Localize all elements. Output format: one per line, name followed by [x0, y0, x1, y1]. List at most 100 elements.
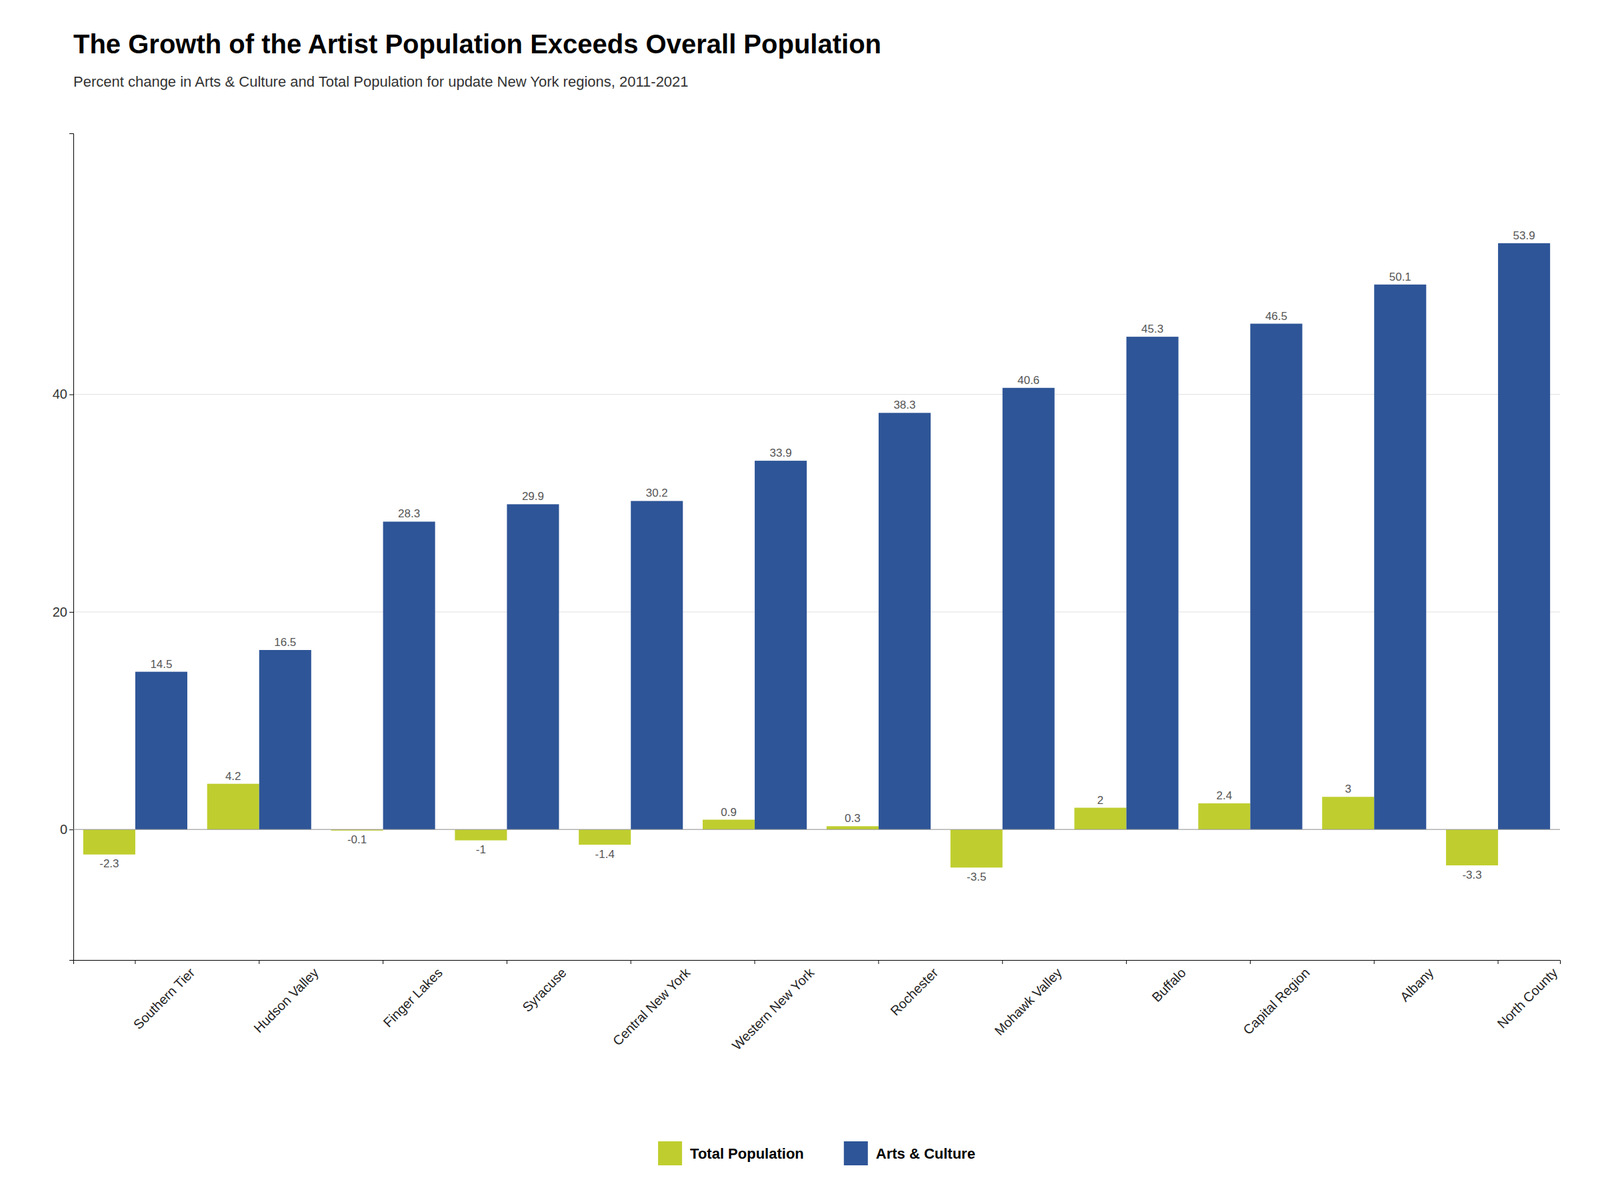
- bar: [135, 672, 188, 830]
- bar: [1446, 829, 1498, 866]
- y-axis-line: [69, 134, 74, 961]
- y-axis: 0 20 40: [52, 134, 74, 961]
- data-label: 30.2: [646, 486, 668, 500]
- data-label: 53.9: [1513, 229, 1536, 242]
- x-tick-mark: [1002, 960, 1003, 964]
- legend-label: Arts & Culture: [876, 1145, 976, 1162]
- data-label: 0.3: [844, 812, 861, 825]
- bar: [83, 829, 136, 855]
- x-tick: Southern Tier: [130, 960, 198, 1032]
- data-label: 14.5: [150, 658, 172, 671]
- legend-swatch: [844, 1141, 868, 1166]
- x-tick-label: Capital Region: [1240, 965, 1312, 1038]
- y-tick-mark: [69, 612, 74, 613]
- grid-line: [73, 829, 1560, 830]
- x-tick-mark: [382, 960, 384, 964]
- x-tick-label: Central New York: [610, 964, 694, 1049]
- bar: [1374, 284, 1426, 830]
- plot: 0 20 40 Southern Tier Hudson Valley Finger La…: [52, 134, 1561, 1054]
- bar: [207, 784, 260, 830]
- data-label: 2: [1097, 794, 1104, 807]
- x-tick-label: Mohawk Valley: [991, 965, 1065, 1039]
- x-tick-label: Western New York: [729, 964, 818, 1053]
- x-tick-label: Finger Lakes: [380, 965, 446, 1030]
- y-tick-label: 20: [52, 604, 68, 620]
- x-tick: Syracuse: [506, 960, 569, 1015]
- data-label: 40.6: [1017, 374, 1040, 387]
- title: The Growth of the Artist Population Exce…: [73, 29, 882, 59]
- y-tick: 0: [60, 822, 74, 837]
- x-tick: Hudson Valley: [250, 960, 322, 1036]
- bar: [259, 650, 312, 830]
- data-label: 50.1: [1389, 270, 1412, 284]
- bar: [506, 504, 559, 830]
- data-label: -3.3: [1462, 868, 1482, 882]
- data-label: -0.1: [347, 833, 367, 846]
- x-tick: Buffalo: [1126, 960, 1189, 1005]
- grid-line: [73, 394, 1560, 395]
- x-tick-label: Rochester: [887, 964, 941, 1018]
- x-tick-label: Albany: [1397, 965, 1437, 1005]
- x-tick: Central New York: [610, 960, 694, 1049]
- bar: [630, 500, 683, 830]
- bar: [1126, 336, 1179, 830]
- x-tick: Albany: [1374, 960, 1436, 1004]
- data-label: 46.5: [1265, 310, 1288, 323]
- data-label: -2.3: [99, 857, 119, 870]
- grid: [73, 394, 1560, 830]
- x-tick-mark: [134, 960, 136, 964]
- bars: [83, 243, 1550, 868]
- data-label: 4.2: [225, 770, 242, 783]
- grid-line: [73, 611, 1560, 612]
- x-tick-label: Syracuse: [519, 965, 570, 1016]
- x-tick: Western New York: [729, 960, 818, 1053]
- legend-label: Total Population: [690, 1145, 804, 1162]
- data-label: -1: [476, 843, 486, 856]
- bar: [1498, 243, 1550, 830]
- y-tick-label: 0: [60, 822, 68, 837]
- x-tick-mark: [506, 960, 508, 964]
- x-tick: North County: [1494, 960, 1560, 1032]
- legend-swatch: [658, 1141, 682, 1166]
- bar: [1002, 388, 1055, 830]
- bar: [702, 820, 755, 830]
- y-tick: 40: [52, 386, 74, 402]
- y-tick-label: 40: [52, 386, 68, 402]
- y-tick-mark: [69, 394, 74, 396]
- data-label: 45.3: [1141, 322, 1164, 336]
- x-tick: Finger Lakes: [380, 960, 446, 1030]
- chart: The Growth of the Artist Population Exce…: [0, 0, 1600, 1200]
- bar: [383, 521, 436, 830]
- data-label: 0.9: [720, 806, 737, 819]
- x-tick-mark: [878, 960, 879, 964]
- x-axis-line: [74, 960, 1561, 965]
- zero-line: [73, 829, 1560, 830]
- x-tick: Capital Region: [1240, 960, 1312, 1038]
- x-tick-mark: [1374, 960, 1375, 964]
- bar: [878, 412, 931, 830]
- x-tick-label: Southern Tier: [130, 964, 198, 1032]
- x-tick-mark: [1250, 960, 1251, 964]
- bar: [1250, 324, 1302, 830]
- bar: [754, 460, 807, 830]
- x-tick-mark: [258, 960, 260, 964]
- y-tick: 20: [52, 604, 74, 620]
- data-labels: -2.34.2-0.1-1-1.40.90.3-3.522.43-3.314.5…: [99, 229, 1535, 884]
- bar: [578, 829, 631, 845]
- data-label: 33.9: [770, 446, 792, 460]
- x-tick-label: North County: [1494, 965, 1560, 1032]
- x-tick: Rochester: [878, 960, 942, 1019]
- bar: [1322, 796, 1374, 830]
- data-label: -3.5: [966, 870, 986, 884]
- bar: [950, 829, 1003, 868]
- bar: [1198, 803, 1250, 830]
- data-label: 3: [1344, 782, 1351, 796]
- x-tick-mark: [630, 960, 632, 964]
- bar: [1074, 808, 1127, 830]
- series: [135, 243, 1550, 830]
- x-tick-mark: [1126, 960, 1127, 964]
- data-label: 16.5: [274, 636, 296, 649]
- x-axis: Southern Tier Hudson Valley Finger Lakes Sy…: [74, 960, 1561, 1053]
- x-tick-mark: [754, 960, 756, 964]
- x-tick-mark: [1498, 960, 1499, 964]
